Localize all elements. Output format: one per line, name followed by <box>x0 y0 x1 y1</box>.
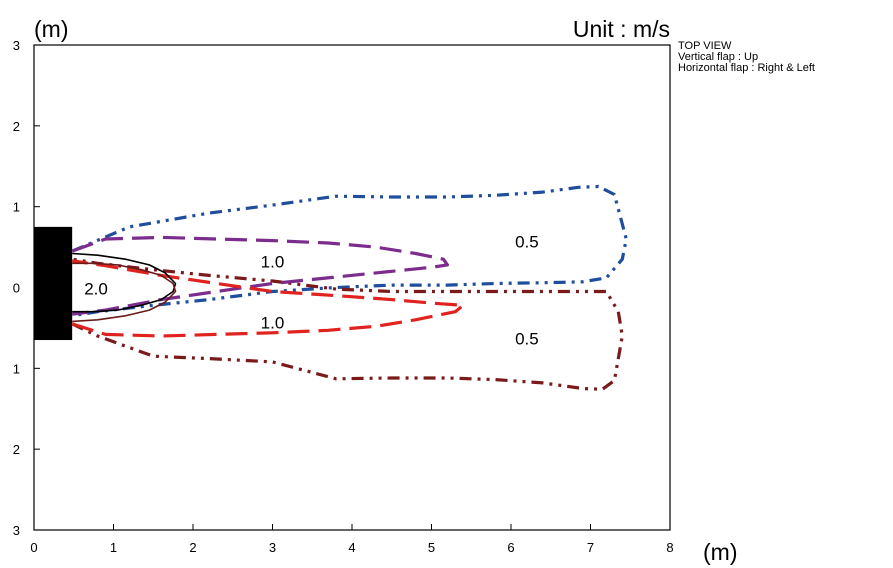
contour-label: 1.0 <box>261 253 285 272</box>
note-vertical-flap: Vertical flap : Up <box>678 51 759 63</box>
x-tick-label: 0 <box>30 540 37 555</box>
ticks-layer: 0 1 2 3 4 5 6 7 8 3 2 1 0 1 2 3 <box>13 38 674 555</box>
x-tick-label: 3 <box>269 540 276 555</box>
contour-label: 2.0 <box>84 279 108 298</box>
series-line-upper-0-5 <box>71 184 628 318</box>
y-tick-label: 0 <box>13 281 20 296</box>
y-axis-label: (m) <box>34 16 68 42</box>
contour-label: 0.5 <box>515 233 539 252</box>
x-axis-label: (m) <box>703 539 737 565</box>
contour-label: 1.0 <box>261 313 285 332</box>
y-tick-label: 1 <box>13 200 20 215</box>
series-line-upper-1-0 <box>71 235 449 316</box>
series-line-lower-1-0 <box>71 259 465 338</box>
y-tick-label: 3 <box>13 38 20 53</box>
y-tick-label: 1 <box>13 361 20 376</box>
y-tick-label: 2 <box>13 119 20 134</box>
x-tick-label: 5 <box>428 540 435 555</box>
note-top-view: TOP VIEW <box>678 40 732 52</box>
x-tick-label: 4 <box>348 540 355 555</box>
x-tick-label: 2 <box>189 540 196 555</box>
view-notes: TOP VIEW Vertical flap : Up Horizontal f… <box>678 41 815 74</box>
series-line-lower-2-0 <box>72 262 177 323</box>
y-tick-label: 2 <box>13 442 20 457</box>
plot-frame <box>33 44 671 531</box>
series-line-lower-0-5 <box>71 257 624 391</box>
annotations-layer: 0.5 0.5 1.0 1.0 2.0 <box>84 233 539 349</box>
x-tick-label: 8 <box>666 540 673 555</box>
note-horizontal-flap: Horizontal flap : Right & Left <box>678 62 815 74</box>
x-tick-label: 6 <box>507 540 514 555</box>
y-tick-label: 3 <box>13 523 20 538</box>
x-tick-label: 1 <box>110 540 117 555</box>
unit-label: Unit : m/s <box>573 16 670 42</box>
plot-layer <box>34 184 628 391</box>
contour-label: 0.5 <box>515 330 539 349</box>
unit-block <box>34 226 73 341</box>
x-tick-label: 7 <box>587 540 594 555</box>
